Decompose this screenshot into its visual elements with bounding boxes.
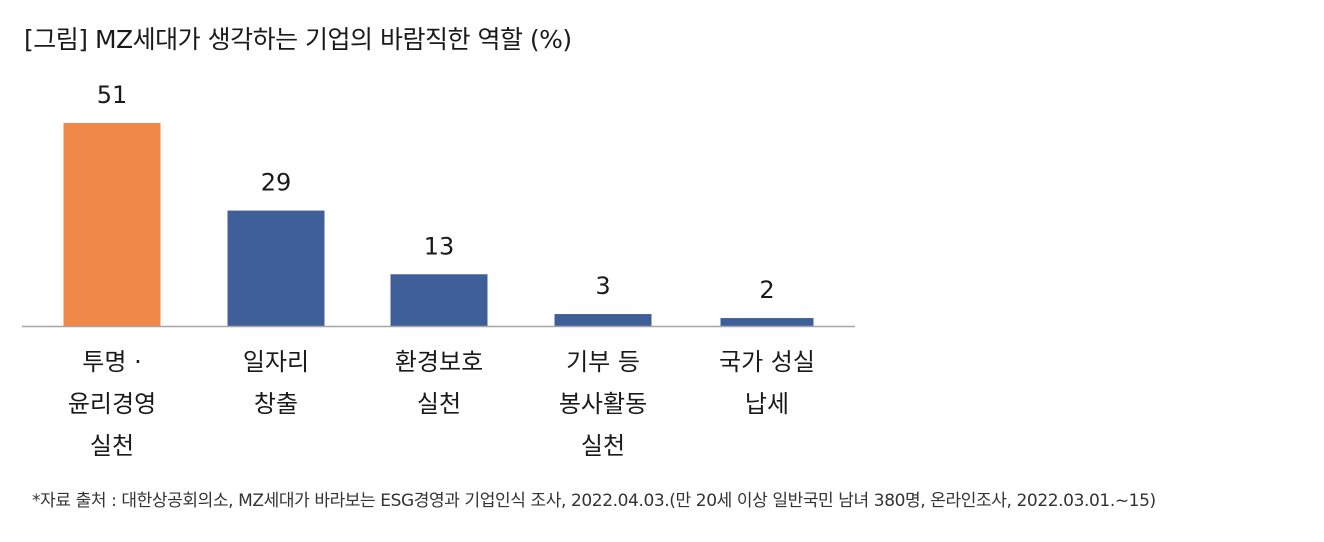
category-label: 봉사활동: [559, 390, 647, 418]
category-label: 납세: [745, 390, 789, 418]
bar: [390, 274, 488, 326]
category-label: 실천: [90, 432, 134, 460]
bar: [554, 314, 652, 326]
category-label: 실천: [417, 390, 461, 418]
bar: [227, 210, 325, 326]
data-label: 13: [424, 232, 455, 260]
category-label: 환경보호: [395, 348, 483, 376]
data-label: 29: [261, 169, 292, 197]
bar: [63, 123, 161, 326]
bars-layer: [63, 123, 814, 326]
chart-title: [그림] MZ세대가 생각하는 기업의 바람직한 역할 (%): [24, 25, 572, 54]
category-label: 기부 등: [566, 348, 640, 376]
data-label: 51: [97, 81, 128, 109]
bar: [720, 318, 814, 326]
category-label: 실천: [581, 432, 625, 460]
category-label: 창출: [254, 390, 298, 418]
data-label: 2: [759, 276, 774, 304]
category-label: 투명 ·: [82, 348, 141, 376]
source-note: *자료 출처 : 대한상공회의소, MZ세대가 바라보는 ESG경영과 기업인식…: [32, 491, 1156, 511]
category-label: 일자리: [243, 348, 309, 376]
category-label: 국가 성실: [719, 348, 815, 376]
value-labels-layer: 51 29 13 3 2: [97, 81, 775, 304]
category-label: 윤리경영: [68, 390, 156, 418]
data-label: 3: [595, 272, 610, 300]
